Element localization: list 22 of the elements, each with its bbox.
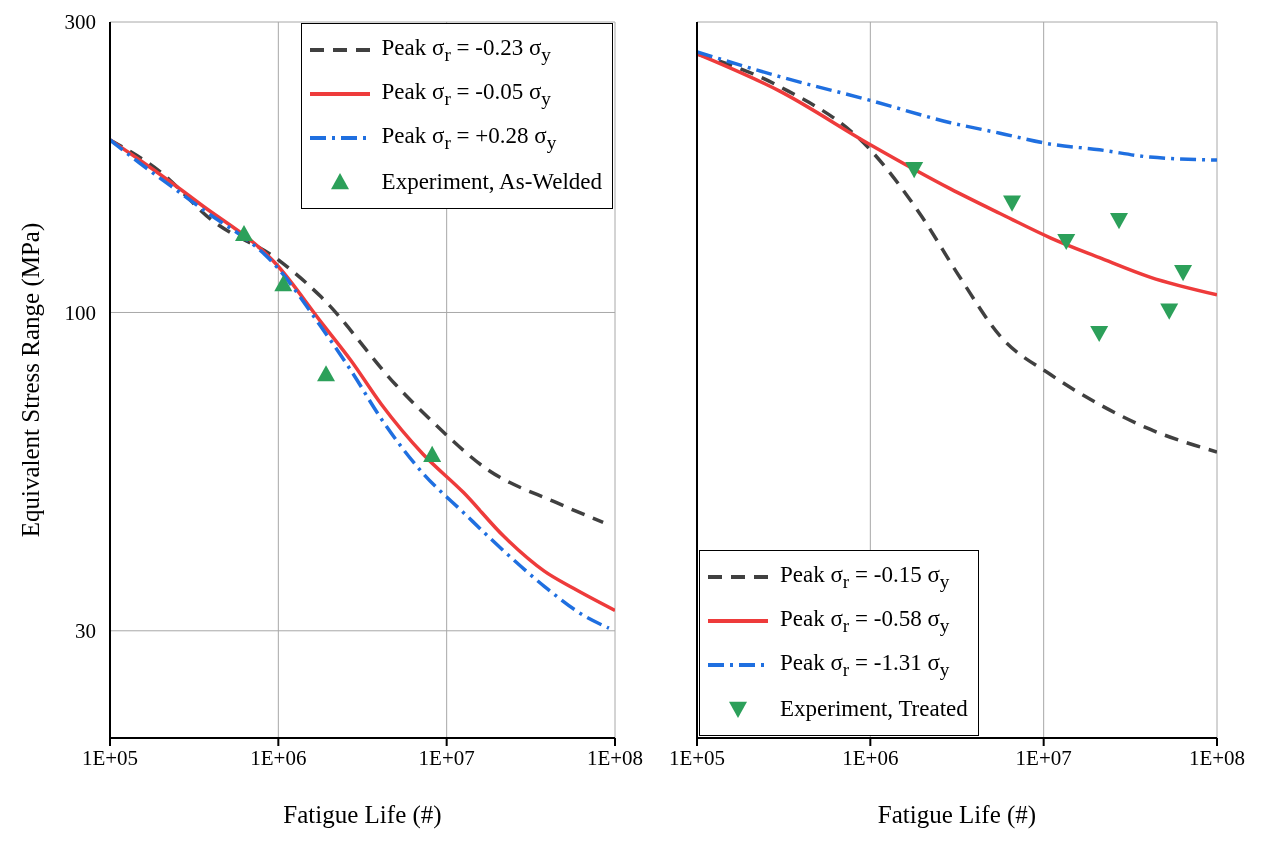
- y-tick-label: 300: [64, 10, 96, 35]
- legend-label: Peak σ$_{r}$ = -0.58 σ$_{y}$: [780, 605, 950, 637]
- legend-label: Peak σ$_{r}$ = -0.05 σ$_{y}$: [381, 78, 551, 110]
- legend-label: Experiment, As-Welded: [381, 169, 602, 195]
- y-tick-label: 100: [64, 300, 96, 325]
- x-tick-label: 1E+06: [250, 745, 307, 770]
- legend-label: Peak σ$_{r}$ = -1.31 σ$_{y}$: [780, 649, 950, 681]
- x-tick-label: 1E+05: [81, 745, 139, 770]
- x-tick-label: 1E+08: [586, 745, 644, 770]
- x-axis-title: Fatigue Life (#): [283, 801, 442, 829]
- x-tick-label: 1E+07: [418, 745, 475, 770]
- legend-label: Experiment, Treated: [780, 696, 968, 722]
- legend-label: Peak σ$_{r}$ = +0.28 σ$_{y}$: [381, 122, 557, 154]
- x-tick-label: 1E+05: [668, 745, 726, 770]
- x-axis-title: Fatigue Life (#): [877, 801, 1037, 829]
- x-tick-label: 1E+07: [1015, 745, 1072, 770]
- x-tick-label: 1E+08: [1188, 745, 1246, 770]
- x-tick-label: 1E+06: [842, 745, 899, 770]
- legend-label: Peak σ$_{r}$ = -0.15 σ$_{y}$: [780, 561, 950, 593]
- y-tick-label: 30: [75, 619, 96, 644]
- y-axis-title: Equivalent Stress Range (MPa): [16, 222, 45, 538]
- legend-label: Peak σ$_{r}$ = -0.23 σ$_{y}$: [381, 34, 551, 66]
